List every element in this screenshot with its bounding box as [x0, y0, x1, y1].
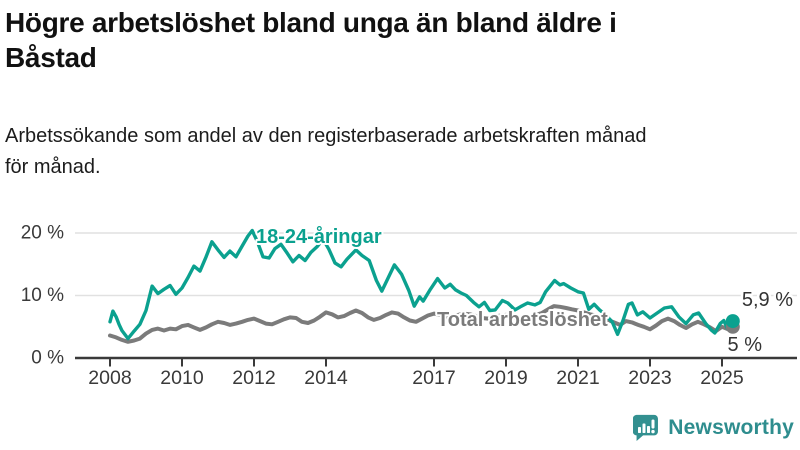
newsworthy-logo-icon — [633, 414, 659, 441]
y-tick-label-20: 20 % — [21, 223, 64, 244]
x-tick-label-2012: 2012 — [232, 367, 275, 389]
x-axis — [75, 356, 797, 367]
end-value-youth: 5,9 % — [742, 289, 793, 311]
axis-tick-labels: 20 % 10 % 0 % 2008 2010 2012 2014 2017 2019 2021 2… — [21, 223, 744, 390]
y-tick-label-10: 10 % — [21, 285, 64, 306]
series-label-total: Total arbetslöshet — [437, 309, 608, 331]
page-title: Högre arbetslöshet bland unga än bland ä… — [5, 5, 793, 75]
x-tick-label-2019: 2019 — [484, 367, 527, 389]
end-dot-youth — [725, 314, 740, 329]
title-line-2: Båstad — [5, 42, 97, 73]
x-tick-label-2025: 2025 — [700, 367, 744, 389]
x-tick-label-2014: 2014 — [304, 367, 348, 389]
series-line-youth — [108, 228, 735, 341]
subtitle-line-1: Arbetssökande som andel av den registerb… — [5, 125, 647, 147]
series-line-total — [108, 304, 735, 344]
title-line-1: Högre arbetslöshet bland unga än bland ä… — [5, 7, 617, 38]
series-label-youth: 18-24-åringar — [256, 225, 382, 248]
subtitle-line-2: för månad. — [5, 156, 101, 178]
x-tick-label-2017: 2017 — [412, 367, 455, 389]
end-value-total: 5 % — [728, 334, 763, 356]
x-tick-label-2021: 2021 — [556, 367, 599, 389]
newsworthy-logo-text: Newsworthy — [668, 416, 794, 439]
x-tick-label-2023: 2023 — [628, 367, 671, 389]
y-tick-label-0: 0 % — [31, 348, 64, 369]
chart-subtitle: Arbetssökande som andel av den registerb… — [5, 121, 795, 183]
gridlines — [75, 232, 797, 297]
x-tick-label-2010: 2010 — [160, 367, 204, 389]
newsworthy-logo[interactable]: Newsworthy — [633, 412, 794, 444]
x-tick-label-2008: 2008 — [88, 367, 131, 389]
